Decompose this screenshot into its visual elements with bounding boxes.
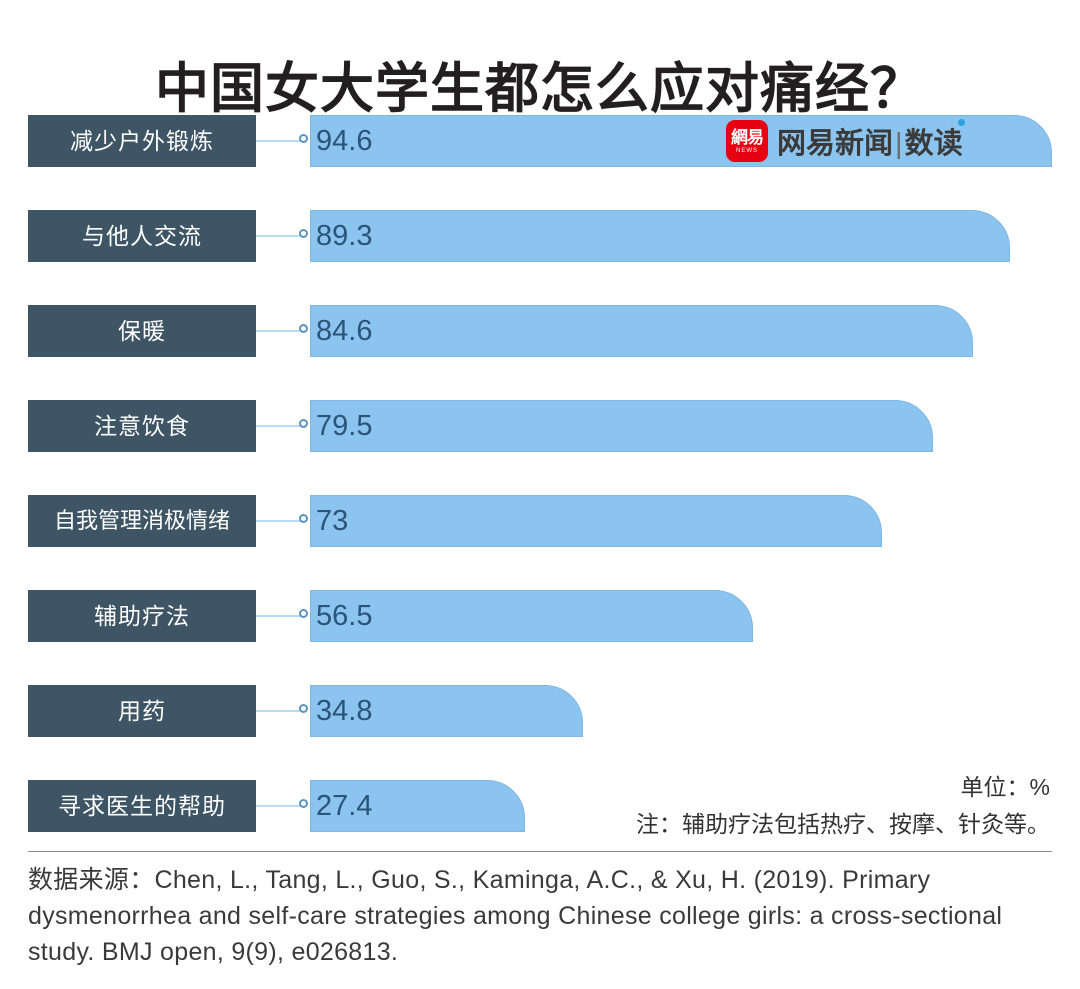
bar-value-label: 89.3 [316, 220, 373, 252]
connector-line [256, 520, 304, 522]
category-label: 与他人交流 [82, 222, 202, 249]
category-label: 用药 [118, 697, 166, 724]
chart-row: 辅助疗法 56.5 [0, 590, 1080, 642]
bar [310, 495, 882, 547]
page-title: 中国女大学生都怎么应对痛经？ [155, 59, 925, 120]
value-marker [299, 419, 308, 428]
chart-row: 与他人交流 89.3 [0, 210, 1080, 262]
shudu-accent-dot [958, 119, 965, 126]
bar-chart: 减少户外锻炼 94.6 与他人交流 89.3 保暖 84.6 注意饮食 79.5 [0, 115, 1080, 832]
netease-logo-mark-cn: 網易 [731, 127, 764, 147]
bar-value-label: 56.5 [316, 600, 373, 632]
bar-value-label: 73 [316, 505, 349, 537]
value-marker [299, 514, 308, 523]
bar-value-label: 84.6 [316, 315, 373, 347]
connector-line [256, 710, 304, 712]
category-label-box: 保暖 [28, 305, 256, 357]
netease-logo: 網易 NEWS 网易新闻|数读 [726, 119, 965, 162]
category-label: 寻求医生的帮助 [58, 792, 226, 819]
connector-line [256, 805, 304, 807]
category-label-box: 寻求医生的帮助 [28, 780, 256, 832]
bar [310, 590, 753, 642]
shudu-label: 数读 [904, 128, 963, 160]
value-marker [299, 799, 308, 808]
chart-row: 保暖 84.6 [0, 305, 1080, 357]
connector-line [256, 425, 304, 427]
category-label-box: 注意饮食 [28, 400, 256, 452]
connector-line [256, 330, 304, 332]
category-label-box: 用药 [28, 685, 256, 737]
bar-value-label: 27.4 [316, 790, 373, 822]
category-label: 保暖 [118, 317, 166, 344]
value-marker [299, 704, 308, 713]
bar [310, 305, 973, 357]
value-marker [299, 609, 308, 618]
netease-logo-mark-en: NEWS [736, 147, 758, 154]
unit-note: 单位：% [960, 774, 1050, 800]
footer-divider [28, 851, 1052, 852]
bar [310, 210, 1010, 262]
category-label-box: 与他人交流 [28, 210, 256, 262]
connector-line [256, 615, 304, 617]
netease-logo-separator: | [895, 128, 903, 160]
chart-row: 减少户外锻炼 94.6 [0, 115, 1080, 167]
chart-row: 注意饮食 79.5 [0, 400, 1080, 452]
data-source: 数据来源：Chen, L., Tang, L., Guo, S., Kaming… [28, 866, 1003, 966]
netease-brand-label: 网易新闻 [777, 128, 894, 160]
value-marker [299, 134, 308, 143]
bar-value-label: 34.8 [316, 695, 373, 727]
chart-row: 用药 34.8 [0, 685, 1080, 737]
bar [310, 685, 583, 737]
bar [310, 115, 1052, 167]
connector-line [256, 140, 304, 142]
category-label: 自我管理消极情绪 [53, 508, 230, 533]
value-marker [299, 229, 308, 238]
chart-row: 自我管理消极情绪 73 [0, 495, 1080, 547]
footnote: 注：辅助疗法包括热疗、按摩、针灸等。 [636, 811, 1050, 837]
bar [310, 780, 525, 832]
bar [310, 400, 933, 452]
value-marker [299, 324, 308, 333]
category-label-box: 自我管理消极情绪 [28, 495, 256, 547]
netease-logo-text: 网易新闻|数读 [777, 119, 965, 162]
category-label: 减少户外锻炼 [70, 127, 214, 154]
category-label: 注意饮食 [94, 412, 190, 439]
chart-row: 寻求医生的帮助 27.4 [0, 780, 1080, 832]
connector-line [256, 235, 304, 237]
category-label-box: 减少户外锻炼 [28, 115, 256, 167]
category-label-box: 辅助疗法 [28, 590, 256, 642]
bar-value-label: 94.6 [316, 125, 373, 157]
category-label: 辅助疗法 [94, 602, 190, 629]
netease-logo-mark: 網易 NEWS [726, 120, 768, 162]
bar-value-label: 79.5 [316, 410, 373, 442]
